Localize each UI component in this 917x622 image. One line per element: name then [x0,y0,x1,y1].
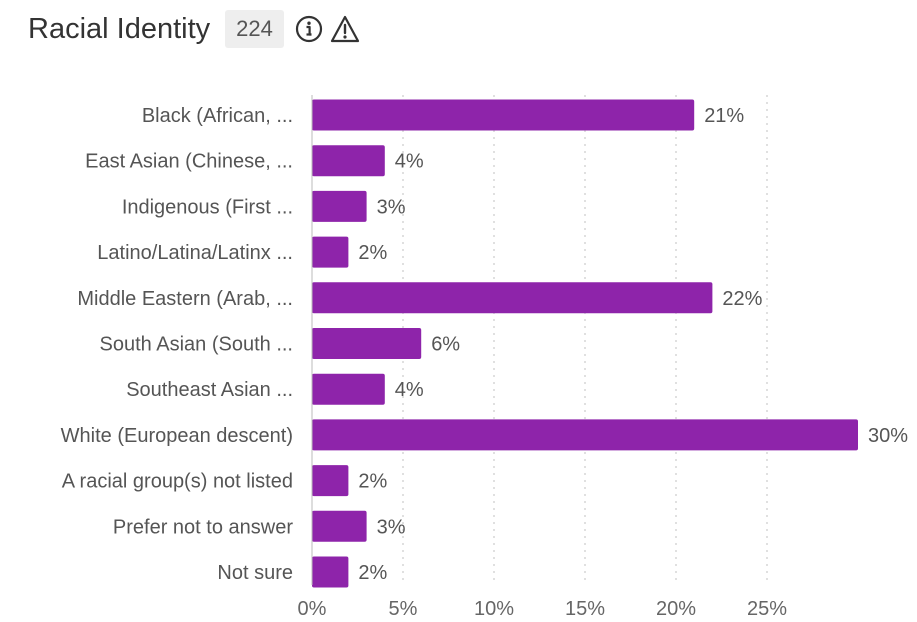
category-label: Not sure [217,562,293,584]
info-icon[interactable] [294,14,324,44]
x-tick-label: 5% [389,598,418,620]
category-label: A racial group(s) not listed [62,471,293,493]
bar-value-label: 21% [704,105,744,127]
bar [312,99,695,131]
bar [312,190,367,222]
bar-value-label: 22% [722,288,762,310]
bar [312,419,858,451]
bar-value-label: 2% [358,562,387,584]
category-label: Southeast Asian ... [126,379,293,401]
x-tick-label: 15% [565,598,605,620]
bar [312,236,349,268]
category-label: Middle Eastern (Arab, ... [77,288,293,310]
x-tick-label: 25% [747,598,787,620]
chart-header: Racial Identity 224 [28,7,360,51]
bar [312,465,349,497]
category-label: Indigenous (First ... [122,196,293,218]
bar [312,282,713,314]
bar-value-label: 2% [358,242,387,264]
category-label: Latino/Latina/Latinx ... [97,242,293,264]
x-tick-label: 20% [656,598,696,620]
bar-value-label: 3% [377,196,406,218]
category-label: White (European descent) [61,425,293,447]
bar [312,145,385,177]
category-label: Prefer not to answer [113,516,293,538]
chart-title: Racial Identity [28,12,211,45]
bar-value-label: 3% [377,516,406,538]
bar-value-label: 2% [358,471,387,493]
warning-icon[interactable] [330,14,360,44]
bar [312,328,422,359]
bar-value-label: 6% [431,334,460,356]
bar-value-label: 4% [395,379,424,401]
category-label: South Asian (South ... [100,334,293,356]
bar [312,556,349,588]
category-label: East Asian (Chinese, ... [85,151,293,173]
x-tick-label: 10% [474,598,514,620]
x-tick-label: 0% [298,598,327,620]
response-count-badge: 224 [225,10,284,48]
bar [312,373,385,405]
category-label: Black (African, ... [142,105,293,127]
bar-value-label: 4% [395,151,424,173]
bar [312,510,367,542]
bar-value-label: 30% [868,425,908,447]
